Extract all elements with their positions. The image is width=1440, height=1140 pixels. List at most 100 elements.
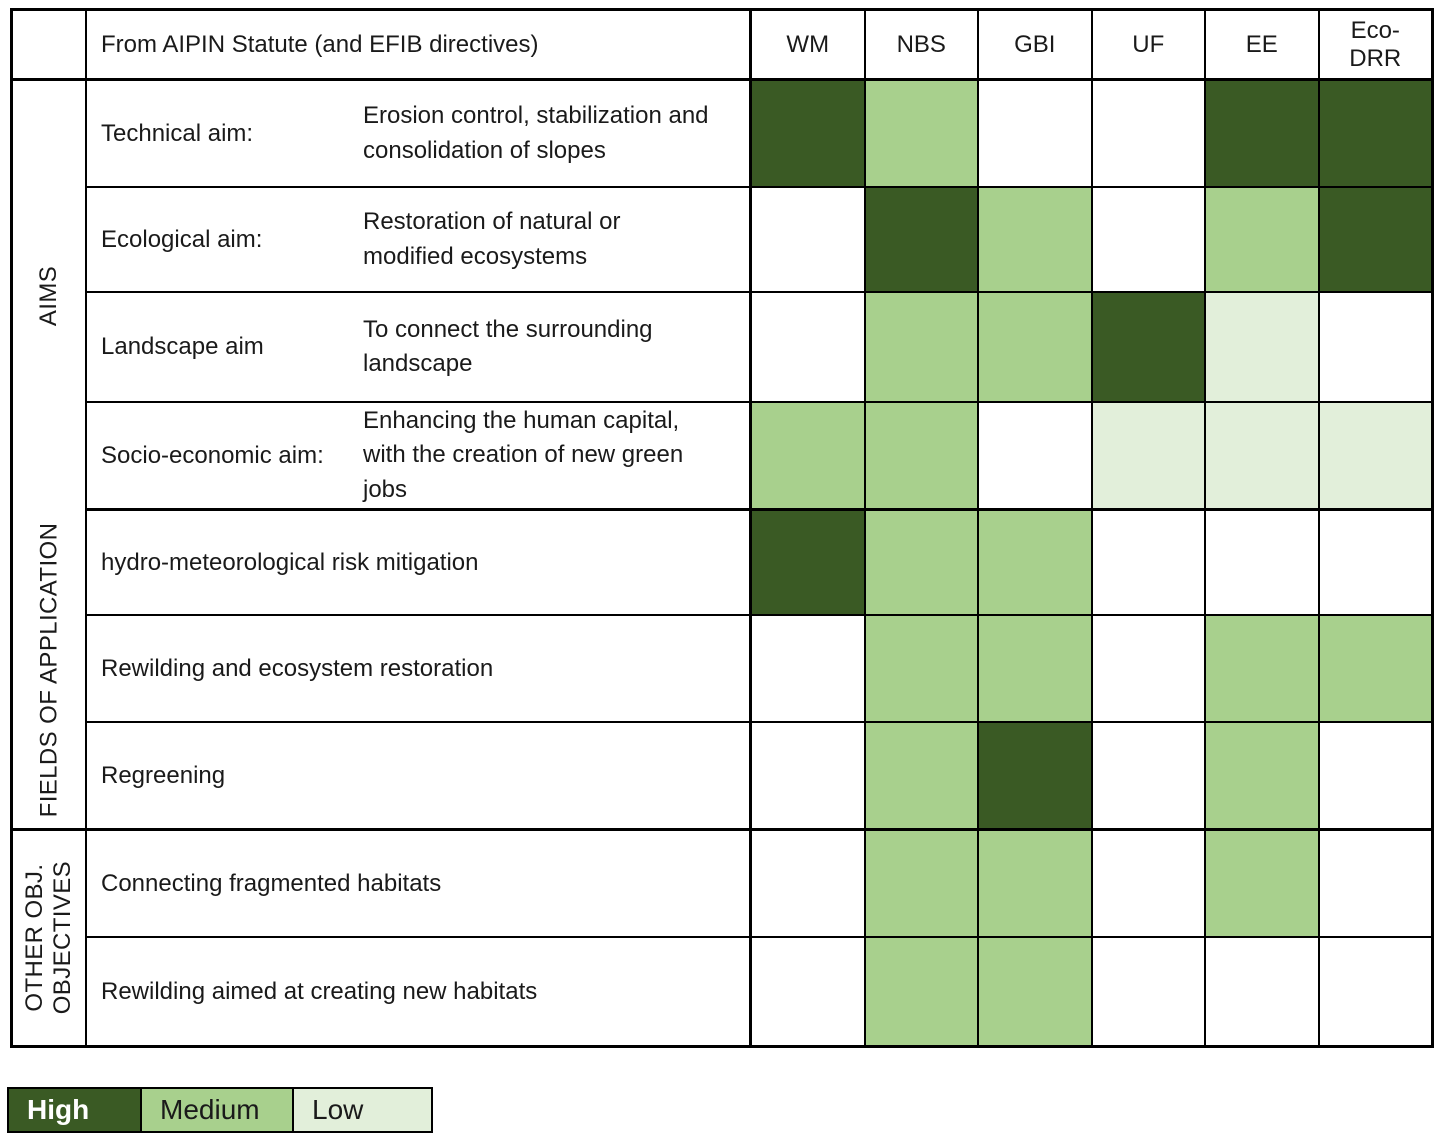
group-label-aims: AIMS: [35, 265, 62, 327]
matrix-cell: [1092, 511, 1206, 614]
table-row-socio-economic-aim: Socio-economic aim: Enhancing the human …: [87, 403, 1431, 511]
table-title: From AIPIN Statute (and EFIB directives): [101, 30, 539, 58]
matrix-cell: [1206, 938, 1320, 1045]
matrix-cell: [865, 293, 979, 401]
matrix-cell: [1319, 831, 1431, 936]
matrix-cell: [1319, 723, 1431, 828]
row-label: Connecting fragmented habitats: [101, 869, 442, 897]
group-label-other-objectives: OTHER OBJ. OBJECTIVES: [21, 861, 76, 1015]
row-label-cell: Rewilding aimed at creating new habitats: [87, 938, 752, 1045]
matrix-cell: [752, 831, 866, 936]
row-label-cell: Rewilding and ecosystem restoration: [87, 616, 752, 721]
matrix-cell: [752, 723, 866, 828]
table-row-landscape-aim: Landscape aim To connect the surrounding…: [87, 293, 1431, 403]
row-label-cell: Technical aim: Erosion control, stabiliz…: [87, 81, 752, 186]
matrix-cell: [979, 81, 1093, 186]
matrix-cell: [1206, 511, 1320, 614]
corner-cell: [13, 11, 87, 81]
legend-item-medium: Medium: [142, 1089, 294, 1131]
matrix-cell: [752, 293, 866, 401]
matrix-cell: [1206, 616, 1320, 721]
group-label-fields-of-application: FIELDS OF APPLICATION: [35, 522, 63, 817]
matrix-cell: [752, 616, 866, 721]
table-row-technical-aim: Technical aim: Erosion control, stabiliz…: [87, 81, 1431, 188]
matrix-cell: [1092, 81, 1206, 186]
matrix-cell: [752, 938, 866, 1045]
aim-description: Restoration of natural or modified ecosy…: [363, 208, 621, 270]
row-label: Regreening: [101, 761, 226, 789]
matrix-cell: [865, 403, 979, 508]
row-group-aims: AIMS: [13, 81, 87, 511]
table-row-regreening: Regreening: [87, 723, 1431, 831]
matrix-cell: [1092, 293, 1206, 401]
column-header-nbs: NBS: [866, 11, 979, 78]
row-label-cell: hydro-meteorological risk mitigation: [87, 511, 752, 614]
matrix-cell: [752, 511, 866, 614]
row-label-cell: Connecting fragmented habitats: [87, 831, 752, 936]
matrix-cell: [1092, 831, 1206, 936]
table-row-ecological-aim: Ecological aim: Restoration of natural o…: [87, 188, 1431, 293]
matrix-cell: [1319, 188, 1431, 291]
comparison-matrix-table: AIMS FIELDS OF APPLICATION OTHER OBJ. OB…: [10, 8, 1434, 1048]
aim-description: To connect the surrounding landscape: [363, 315, 653, 377]
aim-description: Erosion control, stabilization and conso…: [363, 102, 709, 164]
column-header-gbi: GBI: [979, 11, 1093, 78]
row-label: hydro-meteorological risk mitigation: [101, 548, 479, 576]
matrix-cell: [1319, 511, 1431, 614]
table-row-hydro-meteorological: hydro-meteorological risk mitigation: [87, 511, 1431, 616]
aim-label: Ecological aim:: [101, 225, 263, 253]
matrix-cell: [979, 831, 1093, 936]
matrix-cell: [1206, 831, 1320, 936]
matrix-cell: [1319, 938, 1431, 1045]
matrix-cell: [979, 511, 1093, 614]
matrix-cell: [865, 616, 979, 721]
table-row-rewilding-new-habitats: Rewilding aimed at creating new habitats: [87, 938, 1431, 1045]
column-header-wm: WM: [752, 11, 866, 78]
matrix-cell: [865, 511, 979, 614]
matrix-cell: [1206, 723, 1320, 828]
matrix-cell: [1092, 188, 1206, 291]
matrix-cell: [865, 723, 979, 828]
matrix-cell: [865, 831, 979, 936]
matrix-cell: [1206, 81, 1320, 186]
matrix-cell: [752, 403, 866, 508]
table-title-cell: From AIPIN Statute (and EFIB directives): [87, 11, 752, 78]
matrix-cell: [979, 723, 1093, 828]
row-label-cell: Landscape aim To connect the surrounding…: [87, 293, 752, 401]
matrix-cell: [1206, 403, 1320, 508]
matrix-cell: [1092, 723, 1206, 828]
aim-label: Technical aim:: [101, 119, 254, 147]
matrix-cell: [865, 938, 979, 1045]
matrix-cell: [979, 938, 1093, 1045]
legend-item-low: Low: [294, 1089, 431, 1131]
matrix-cell: [1206, 188, 1320, 291]
column-header-ee: EE: [1206, 11, 1320, 78]
matrix-cell: [1092, 616, 1206, 721]
matrix-cell: [1092, 938, 1206, 1045]
matrix-cell: [865, 188, 979, 291]
legend-label-low: Low: [312, 1094, 364, 1125]
row-label: Rewilding aimed at creating new habitats: [101, 977, 538, 1005]
legend-item-high: High: [9, 1089, 142, 1131]
row-label-cell: Ecological aim: Restoration of natural o…: [87, 188, 752, 291]
aim-label: Landscape aim: [101, 333, 264, 360]
row-group-fields-of-application: FIELDS OF APPLICATION: [13, 511, 87, 831]
matrix-cell: [979, 616, 1093, 721]
legend: High Medium Low: [7, 1087, 433, 1133]
aim-description: Enhancing the human capital, with the cr…: [363, 407, 684, 503]
legend-label-medium: Medium: [160, 1094, 260, 1125]
matrix-cell: [1319, 293, 1431, 401]
matrix-cell: [1319, 616, 1431, 721]
row-label-cell: Regreening: [87, 723, 752, 828]
table-row-rewilding-restoration: Rewilding and ecosystem restoration: [87, 616, 1431, 723]
row-label: Rewilding and ecosystem restoration: [101, 654, 494, 682]
matrix-cell: [1092, 403, 1206, 508]
row-group-other-objectives: OTHER OBJ. OBJECTIVES: [13, 831, 87, 1045]
matrix-cell: [979, 293, 1093, 401]
column-header-eco-drr: Eco-DRR: [1349, 16, 1402, 72]
header-row: From AIPIN Statute (and EFIB directives)…: [87, 11, 1431, 81]
matrix-cell: [979, 403, 1093, 508]
matrix-cell: [1206, 293, 1320, 401]
matrix-cell: [979, 188, 1093, 291]
